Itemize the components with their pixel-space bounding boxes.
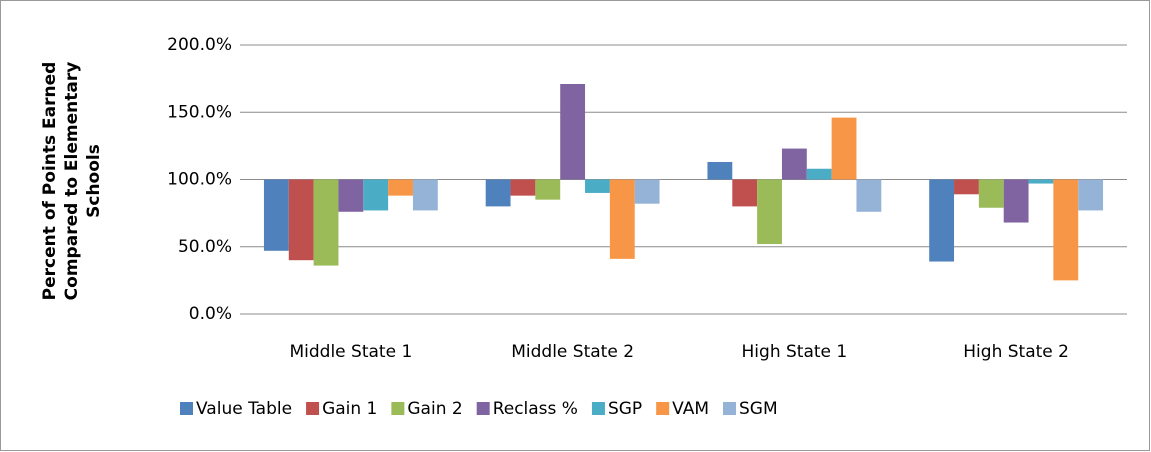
x-tick-label: High State 2 [963,342,1069,362]
bar [288,179,314,261]
legend-label: Reclass % [493,399,578,419]
y-tick-label: 200.0% [167,35,232,55]
legend-label: Gain 1 [322,399,377,419]
x-tick-label: Middle State 1 [289,342,412,362]
legend-label: VAM [672,399,709,419]
legend-swatch [723,402,737,415]
legend-label: Gain 2 [407,399,462,419]
bar [510,179,536,196]
bar [609,179,635,259]
x-tick-label: High State 1 [742,342,848,362]
bar [585,179,610,193]
bar [707,162,733,180]
bar [263,179,289,251]
bar [363,179,389,211]
legend-swatch [391,402,405,415]
bar [1078,179,1104,211]
legend-label: SGM [739,399,778,419]
y-tick-label: 150.0% [167,102,232,122]
legend-swatch [180,402,193,415]
y-tick-label: 0.0% [189,304,232,324]
bar [856,179,882,212]
bar [388,179,413,196]
bar [1053,179,1079,281]
bar [338,179,364,212]
bar [1028,179,1054,184]
bar [954,179,979,195]
legend-label: SGP [608,399,642,419]
bar [929,179,955,262]
legend-swatch [591,402,605,415]
bar [732,179,758,207]
legend-swatch [656,402,670,415]
bar [485,179,511,207]
bar [560,84,586,180]
y-axis-label-box: Percent of Points Earned Compared to Ele… [12,46,132,316]
bar [978,179,1004,208]
legend-swatch [306,402,320,415]
bar [757,179,782,245]
bar [806,168,832,180]
legend-label: Value Table [196,399,292,419]
bar [831,117,857,180]
bar [412,179,438,211]
bar [535,179,561,200]
legend-swatch [476,402,490,415]
y-tick-label: 50.0% [178,237,232,257]
bar [634,179,660,204]
bar [313,179,339,266]
x-tick-label: Middle State 2 [511,342,634,362]
y-tick-label: 100.0% [167,170,232,190]
y-axis-label: Percent of Points Earned Compared to Ele… [40,61,104,301]
bar [1003,179,1029,223]
bar [781,148,807,180]
